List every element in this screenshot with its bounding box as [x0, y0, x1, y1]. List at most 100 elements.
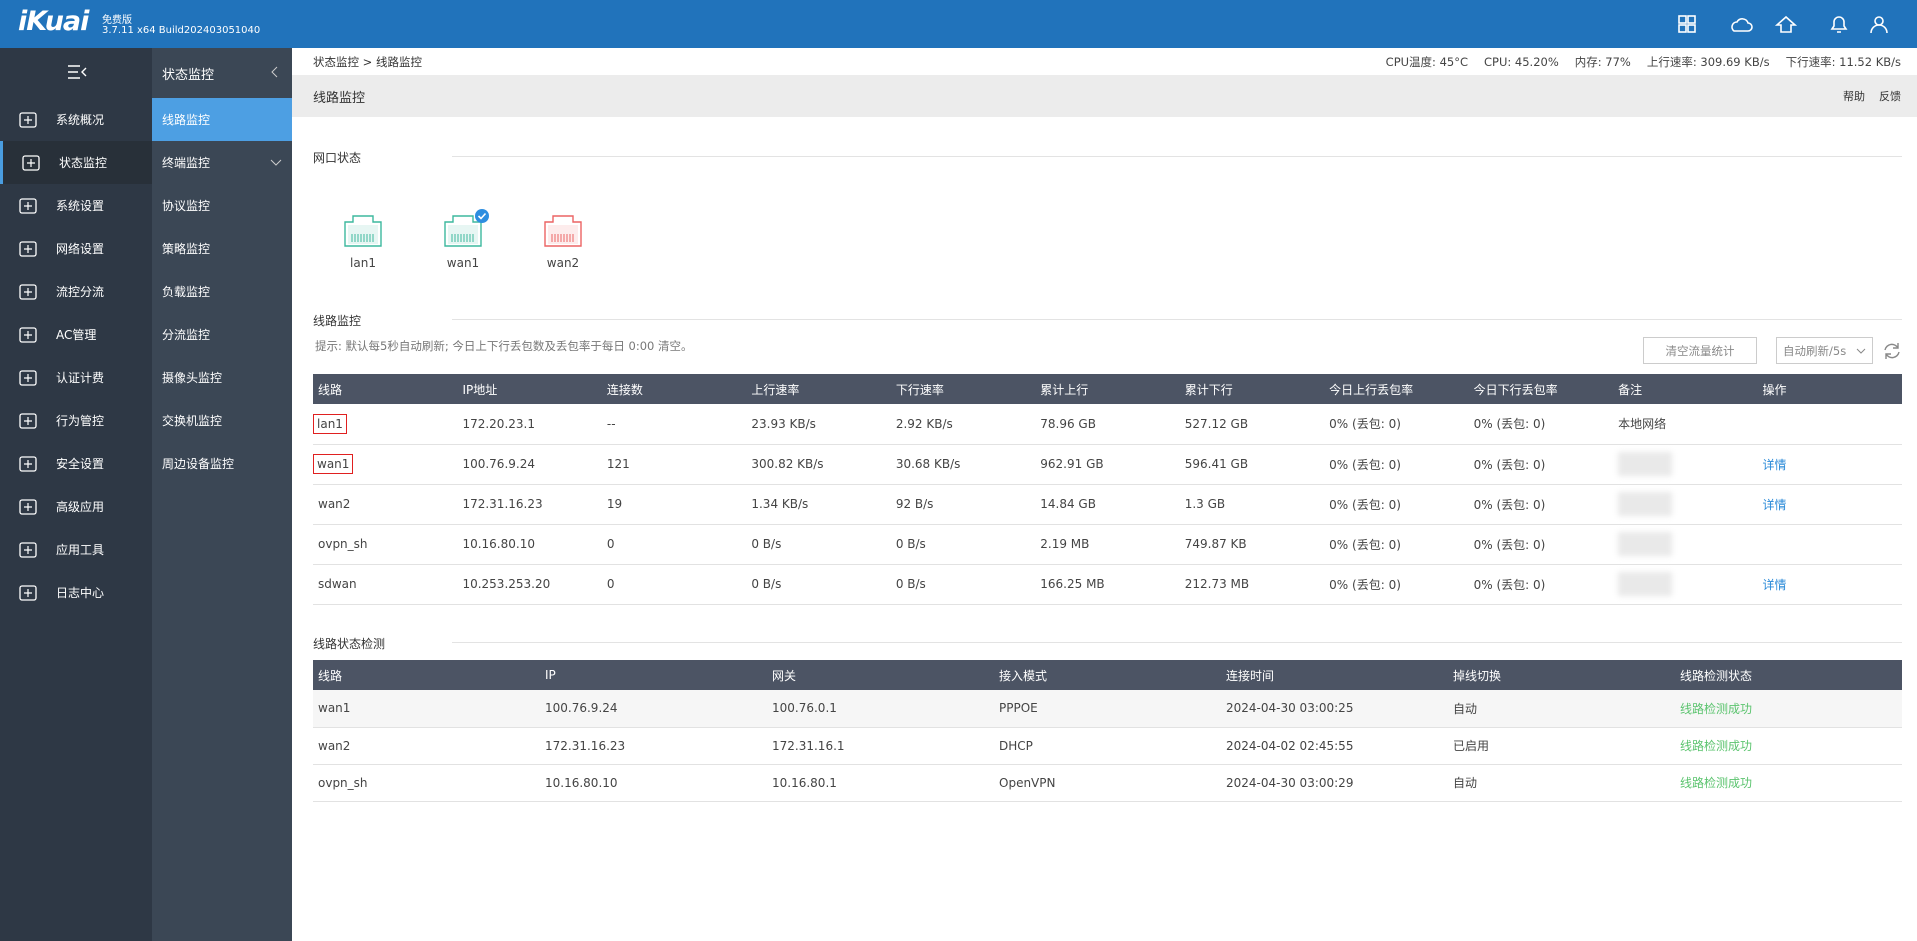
submenu-label: 终端监控: [162, 156, 211, 170]
refresh-select[interactable]: 自动刷新/5s: [1776, 337, 1873, 364]
sidebar-item[interactable]: 应用工具: [0, 528, 152, 571]
port[interactable]: lan1: [342, 212, 384, 278]
cell-text: 212.73 MB: [1184, 577, 1250, 591]
detail-link[interactable]: 详情: [1762, 457, 1787, 472]
download: 下行速率: 11.52 KB/s: [1785, 54, 1901, 69]
table-cell: 自动: [1448, 690, 1675, 728]
cell-text: 100.76.9.24: [462, 457, 535, 471]
table-cell: 本地网络: [1613, 404, 1758, 445]
submenu-item[interactable]: 分流监控: [152, 313, 292, 356]
sidebar-icon: [22, 155, 40, 171]
menu-toggle[interactable]: [66, 64, 88, 80]
column-header: 线路检测状态: [1675, 660, 1902, 690]
sidebar-label: AC管理: [56, 328, 97, 342]
cell-text: 10.16.80.10: [462, 537, 535, 551]
table-cell: OpenVPN: [994, 764, 1221, 802]
cell-text: 172.31.16.1: [772, 738, 845, 753]
sidebar-item[interactable]: 安全设置: [0, 442, 152, 485]
logo: iKuai: [18, 6, 89, 37]
port[interactable]: wan2: [542, 212, 584, 278]
sidebar-icon: [19, 112, 37, 128]
table-cell: sdwan: [313, 564, 458, 605]
sidebar-icon: [19, 542, 37, 558]
table-cell: 0 B/s: [890, 524, 1036, 565]
port[interactable]: wan1: [442, 209, 489, 278]
clear-button[interactable]: 清空流量统计: [1643, 337, 1757, 364]
sidebar-item[interactable]: 认证计费: [0, 356, 152, 399]
table-cell: 0 B/s: [746, 524, 891, 565]
cell-text: 0% (丢包: 0): [1329, 417, 1401, 432]
column-header: 线路: [313, 660, 540, 690]
sidebar-label: 网络设置: [56, 242, 105, 256]
table-cell: 0 B/s: [890, 564, 1036, 605]
detail-link[interactable]: 详情: [1762, 577, 1787, 592]
sidebar-item[interactable]: 系统设置: [0, 184, 152, 227]
sidebar-item[interactable]: 高级应用: [0, 485, 152, 528]
port-icon: [344, 215, 382, 247]
sidebar-item[interactable]: 行为管控: [0, 399, 152, 442]
table-cell: 527.12 GB: [1179, 404, 1325, 445]
sidebar-item[interactable]: 状态监控: [0, 141, 152, 184]
table-cell: --: [601, 404, 747, 445]
table-cell: ovpn_sh: [313, 524, 458, 565]
sidebar-item[interactable]: 网络设置: [0, 227, 152, 270]
refresh-select-label: 自动刷新/5s: [1783, 343, 1847, 358]
submenu-item[interactable]: 协议监控: [152, 184, 292, 227]
table-cell: PPPOE: [994, 690, 1221, 728]
cell-text: lan1: [313, 413, 347, 434]
cell-text: 14.84 GB: [1040, 497, 1096, 511]
detail-link[interactable]: 详情: [1762, 497, 1787, 512]
cell-text: 300.82 KB/s: [751, 457, 824, 471]
table-cell: 19: [601, 484, 747, 525]
table-cell: 详情: [1757, 564, 1902, 605]
sidebar-label: 行为管控: [56, 414, 105, 428]
submenu-item[interactable]: 负载监控: [152, 270, 292, 313]
expand-arrow: [270, 159, 282, 166]
submenu-item[interactable]: 摄像头监控: [152, 356, 292, 399]
table-cell: 30.68 KB/s: [890, 444, 1036, 485]
cell-text: DHCP: [999, 738, 1033, 753]
submenu-label: 周边设备监控: [162, 457, 235, 471]
cell-text: 2024-04-02 02:45:55: [1226, 738, 1354, 753]
submenu-item[interactable]: 策略监控: [152, 227, 292, 270]
submenu-item[interactable]: 线路监控: [152, 98, 292, 141]
table-cell: [1757, 404, 1902, 445]
submenu-label: 交换机监控: [162, 414, 223, 428]
table-row: sdwan 10.253.253.20 0 0 B/s 0 B/s 166.25 MB 21…: [313, 564, 1902, 605]
table-cell: 14.84 GB: [1035, 484, 1180, 525]
sidebar-label: 流控分流: [56, 285, 105, 299]
submenu-item[interactable]: 终端监控: [152, 141, 292, 184]
sidebar-item[interactable]: 日志中心: [0, 571, 152, 614]
help[interactable]: 帮助: [1843, 90, 1865, 103]
table-cell: 0: [601, 564, 747, 605]
cell-text: 78.96 GB: [1040, 416, 1096, 431]
collapse-icon[interactable]: [270, 66, 280, 78]
cell-text: 0% (丢包: 0): [1473, 577, 1546, 592]
submenu-item[interactable]: 交换机监控: [152, 399, 292, 442]
table-cell: wan2: [313, 727, 540, 765]
table-row: ovpn_sh 10.16.80.10 10.16.80.1 OpenVPN 2024-…: [313, 764, 1902, 802]
table-cell: 自动: [1448, 764, 1675, 802]
cell-text: wan1: [318, 701, 351, 716]
table-cell: 749.87 KB: [1179, 524, 1325, 565]
section-title: 线路监控: [313, 314, 362, 328]
feedback[interactable]: 反馈: [1879, 90, 1901, 103]
cell-text: wan2: [318, 497, 351, 511]
table-cell: 10.16.80.10: [540, 764, 767, 802]
sidebar-item[interactable]: 系统概况: [0, 98, 152, 141]
submenu-item[interactable]: 周边设备监控: [152, 442, 292, 485]
cell-text: 0 B/s: [895, 537, 926, 551]
column-header: 网关: [767, 660, 994, 690]
table-cell: 10.16.80.10: [457, 524, 602, 565]
top-icons[interactable]: [1676, 14, 1906, 36]
check-status: 线路检测成功: [1680, 739, 1753, 753]
cell-text: wan2: [318, 738, 351, 753]
table-cell: 0% (丢包: 0): [1324, 404, 1469, 445]
sidebar-item[interactable]: AC管理: [0, 313, 152, 356]
edition: 免费版: [102, 15, 132, 26]
cell-text: PPPOE: [999, 701, 1038, 716]
table-row: ovpn_sh 10.16.80.10 0 0 B/s 0 B/s 2.19 MB 749.…: [313, 524, 1902, 565]
sidebar-item[interactable]: 流控分流: [0, 270, 152, 313]
refresh-icon[interactable]: [1882, 341, 1902, 361]
